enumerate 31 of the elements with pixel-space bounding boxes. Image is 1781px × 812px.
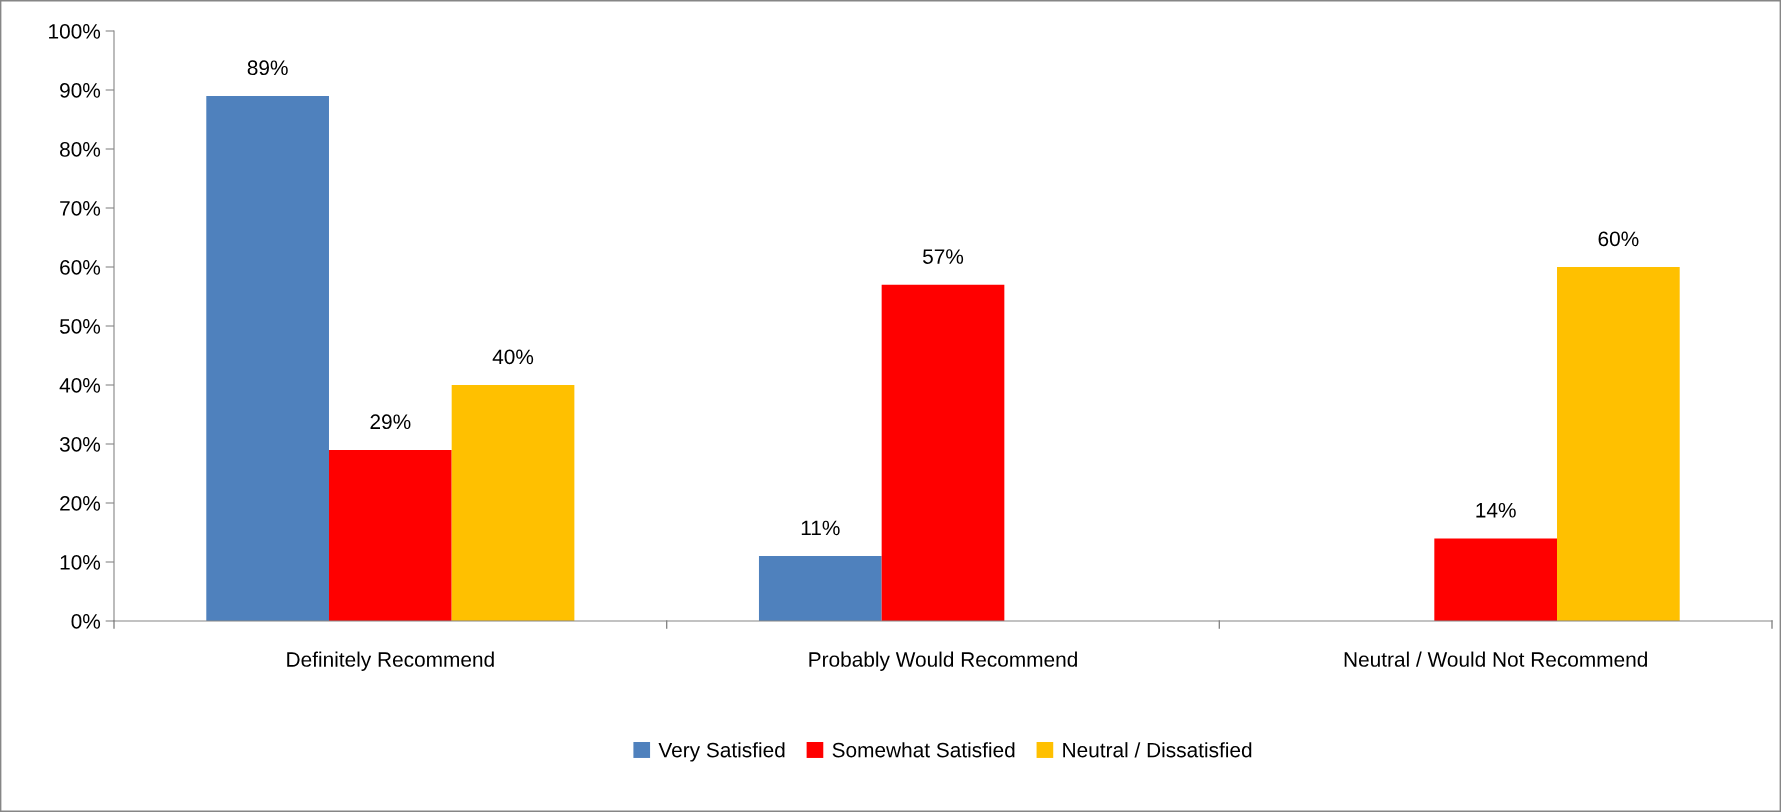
legend-label: Somewhat Satisfied xyxy=(832,742,1015,758)
bar xyxy=(1557,267,1680,621)
data-label: 89% xyxy=(247,60,288,76)
bar xyxy=(206,95,329,621)
y-tick-label: 60% xyxy=(60,260,101,275)
y-tick-label: 20% xyxy=(60,496,101,511)
bar xyxy=(758,556,882,621)
y-tick-label: 40% xyxy=(59,378,101,393)
data-label: 14% xyxy=(1476,502,1516,518)
bar xyxy=(451,385,575,621)
y-tick-label: 70% xyxy=(60,201,101,216)
data-label: 40% xyxy=(492,349,534,365)
y-tick-label: 0% xyxy=(71,614,101,629)
bar xyxy=(1434,538,1558,621)
bar xyxy=(328,449,452,621)
x-tick-label: Probably Would Recommend xyxy=(809,651,1077,671)
data-label: 29% xyxy=(370,414,411,430)
x-tick-label: Neutral / Would Not Recommend xyxy=(1344,651,1647,667)
x-tick-label: Definitely Recommend xyxy=(287,651,494,671)
legend-label: Very Satisfied xyxy=(658,742,785,762)
legend-label: Neutral / Dissatisfied xyxy=(1063,742,1252,758)
y-tick-label: 10% xyxy=(60,555,101,570)
data-label: 57% xyxy=(922,249,964,264)
bar xyxy=(881,284,1005,621)
data-label: 11% xyxy=(801,520,840,536)
data-label: 60% xyxy=(1598,231,1639,247)
y-tick-label: 80% xyxy=(60,142,101,157)
y-tick-label: 30% xyxy=(59,437,101,452)
y-tick-label: 90% xyxy=(60,83,101,98)
y-tick-label: 50% xyxy=(59,319,101,334)
y-tick-label: 100% xyxy=(49,24,101,39)
